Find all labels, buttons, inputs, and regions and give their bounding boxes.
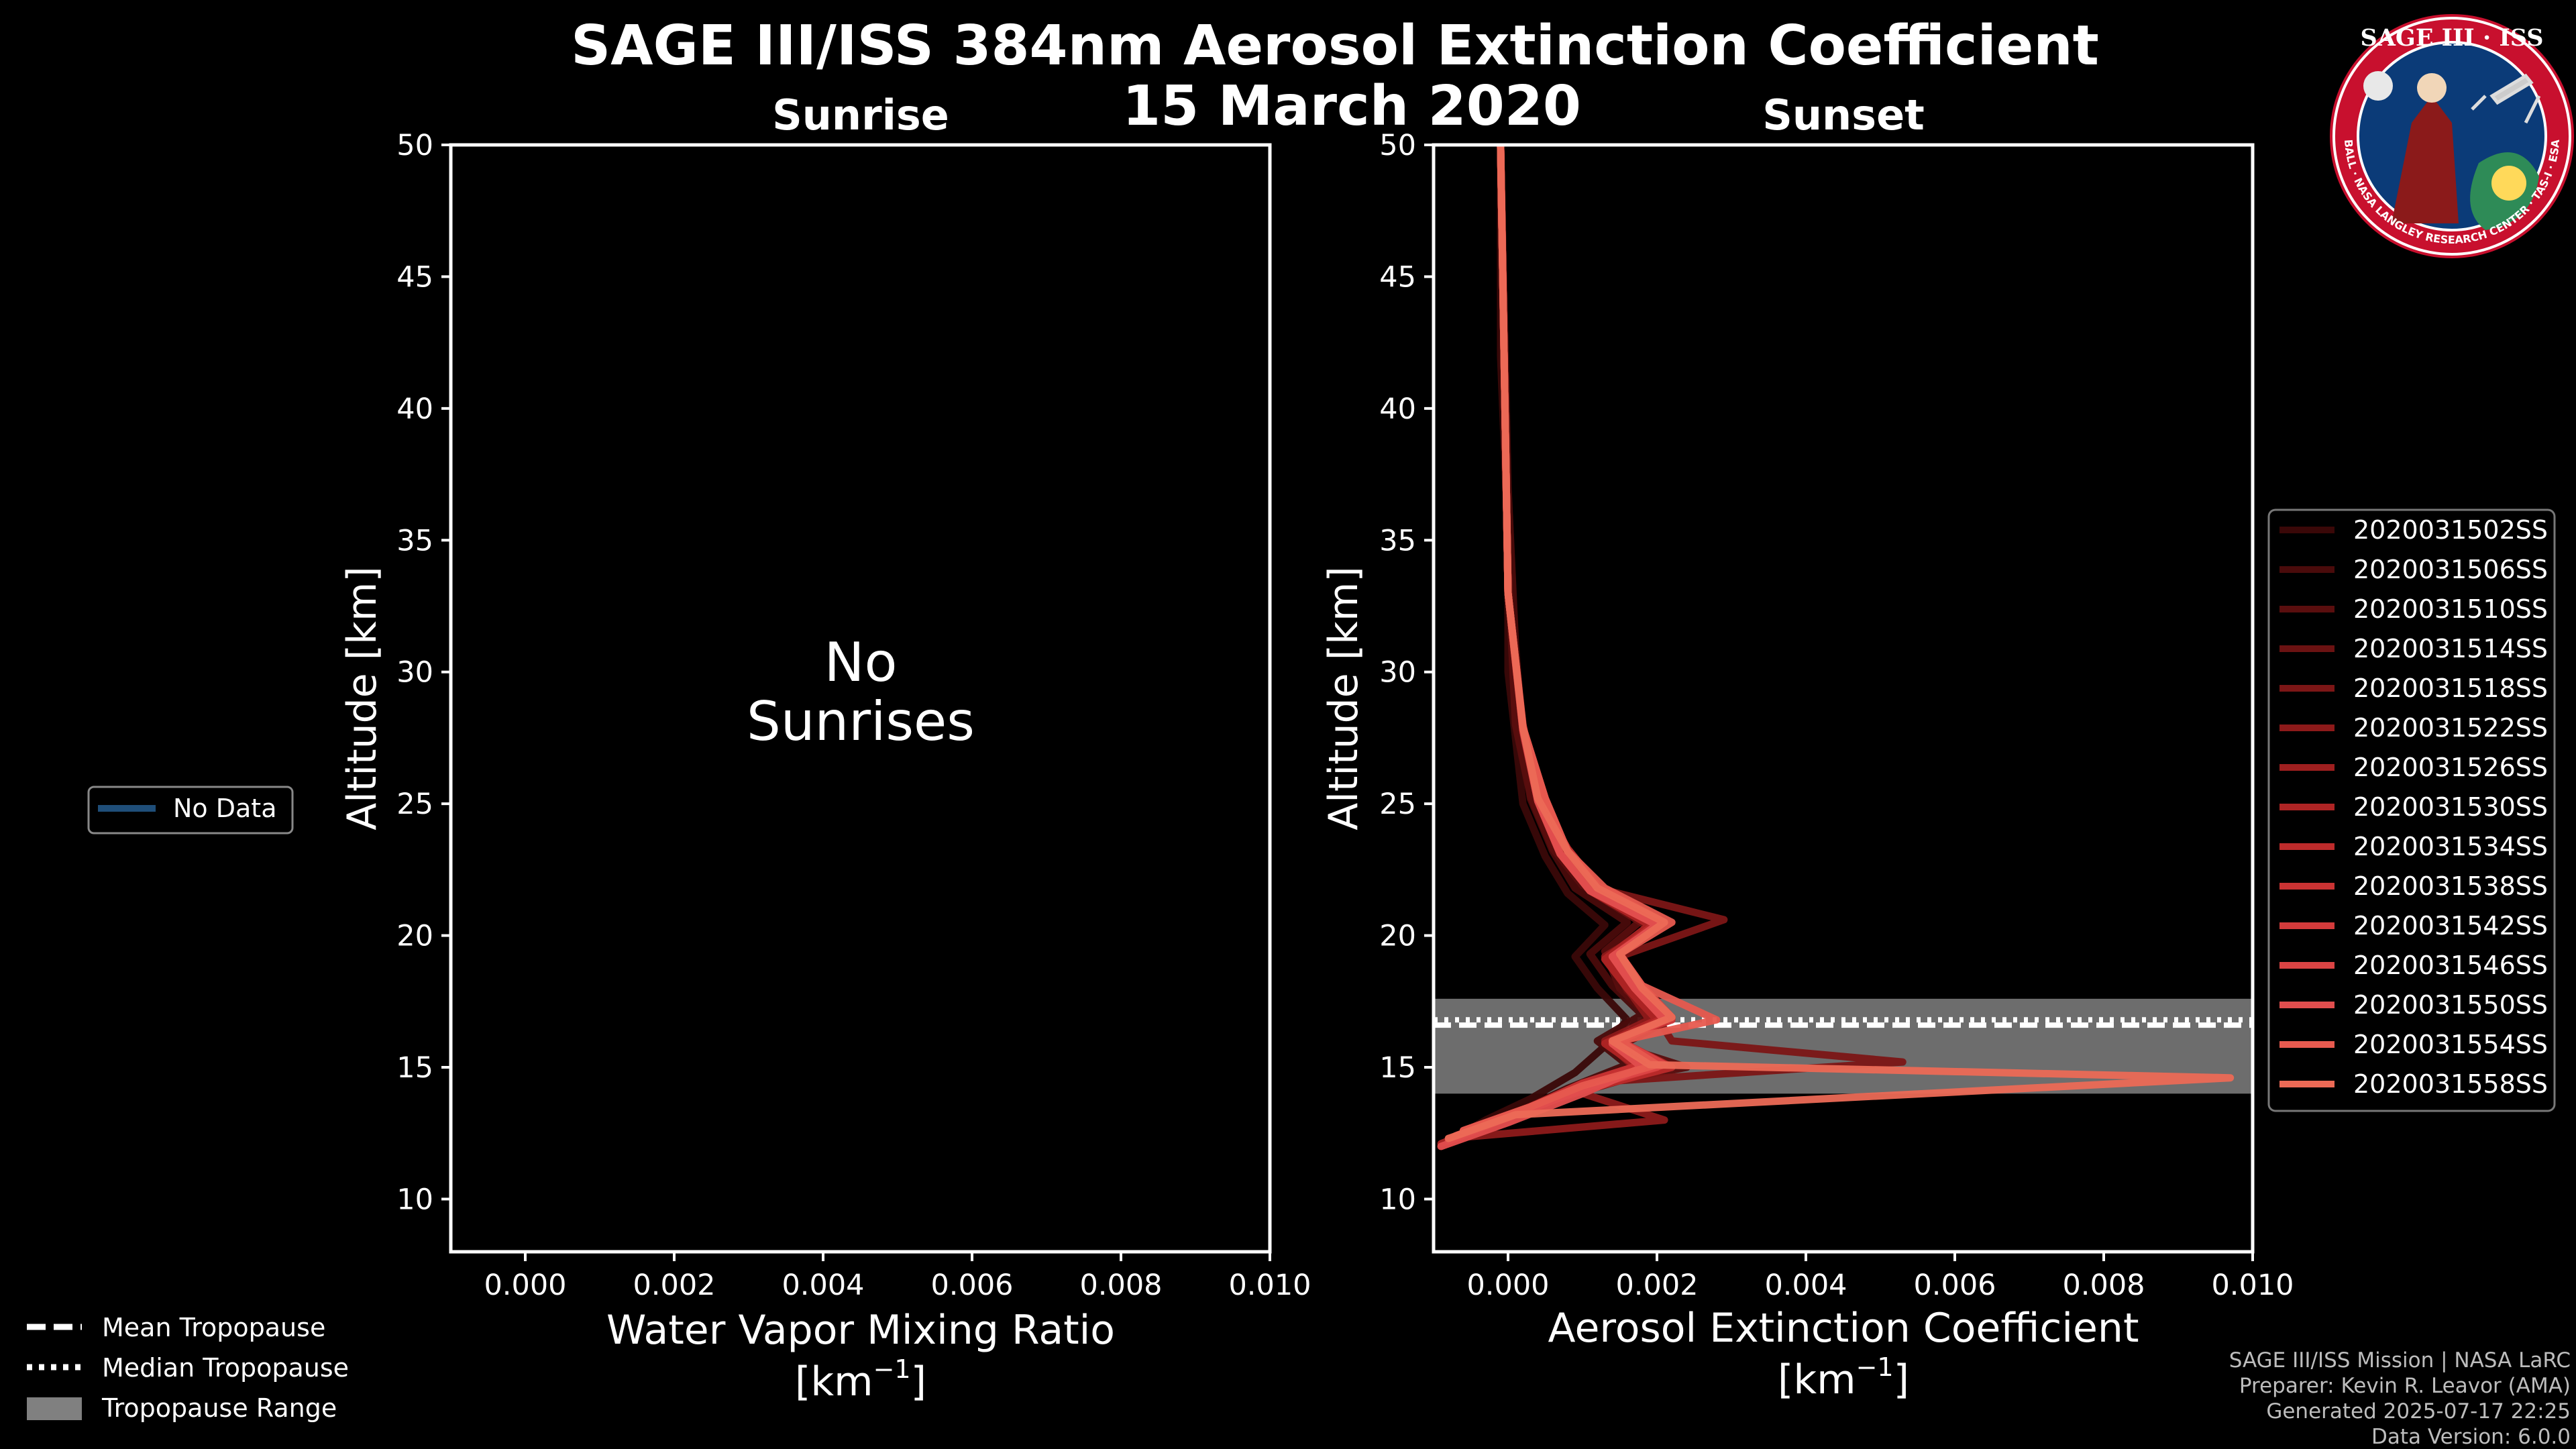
logo-station-icon	[2471, 73, 2541, 124]
sunset-panel: Sunset 0.000 0.002 0.004 0.006 0.008 0.010 10…	[1320, 91, 2294, 1403]
sunset-series	[1437, 145, 2235, 1150]
tropopause-legend: Mean Tropopause Median Tropopause Tropop…	[27, 1313, 349, 1423]
sunset-x-tick-label: 0.008	[2062, 1269, 2145, 1302]
sunset-x-label-line1: Aerosol Extinction Coefficient	[1548, 1305, 2139, 1352]
legend-label-2020031538SS: 2020031538SS	[2353, 871, 2548, 901]
median-tropopause-label: Median Tropopause	[102, 1353, 349, 1383]
no-data-legend-box	[87, 786, 294, 835]
sunset-x-tick-label: 0.002	[1615, 1269, 1698, 1302]
sunrise-title: Sunrise	[772, 91, 949, 140]
sunset-y-tick-label: 20	[1379, 920, 1416, 953]
sunset-y-tick-label: 40	[1379, 392, 1416, 426]
legend-label-2020031550SS: 2020031550SS	[2353, 990, 2548, 1020]
sunrise-x-tick-label: 0.004	[782, 1269, 864, 1302]
series-line-2020031558SS	[1444, 145, 2235, 1142]
sunset-y-tick-label: 50	[1379, 129, 1416, 162]
sunrise-y-tick-label: 30	[396, 656, 433, 690]
sunrise-x-ticks: 0.000 0.002 0.004 0.006 0.008 0.010	[484, 1252, 1311, 1302]
sunrise-y-tick-label: 20	[396, 920, 433, 953]
sunset-x-ticks: 0.000 0.002 0.004 0.006 0.008 0.010	[1466, 1252, 2294, 1302]
sunset-x-label-sup: −1	[1856, 1352, 1894, 1382]
legend-label-2020031526SS: 2020031526SS	[2353, 753, 2548, 782]
no-data-legend: No Data	[87, 786, 294, 835]
legend-label-2020031522SS: 2020031522SS	[2353, 713, 2548, 743]
sunrise-panel: Sunrise 0.000 0.002 0.004 0.006 0.008 0.010 1…	[339, 91, 1311, 1405]
credit-preparer: Preparer: Kevin R. Leavor (AMA)	[2239, 1374, 2571, 1398]
sunrise-x-label-line1: Water Vapor Mixing Ratio	[606, 1307, 1115, 1354]
sunrise-y-tick-label: 15	[396, 1051, 433, 1085]
legend-label-2020031510SS: 2020031510SS	[2353, 594, 2548, 624]
legend-label-2020031534SS: 2020031534SS	[2353, 832, 2548, 861]
sunrise-y-tick-label: 25	[396, 788, 433, 821]
no-sunrises-annotation-line2: Sunrises	[747, 690, 975, 753]
sunrise-x-tick-label: 0.006	[930, 1269, 1013, 1302]
sunrise-x-tick-label: 0.008	[1079, 1269, 1162, 1302]
credit-mission: SAGE III/ISS Mission | NASA LaRC	[2229, 1348, 2571, 1373]
sunrise-y-tick-label: 35	[396, 524, 433, 557]
figure-title-line1: SAGE III/ISS 384nm Aerosol Extinction Co…	[571, 14, 2099, 78]
logo-moon-icon	[2363, 71, 2393, 101]
sunset-x-tick-label: 0.010	[2211, 1269, 2294, 1302]
sunrise-y-tick-label: 50	[396, 129, 433, 162]
sunrise-x-label-line2: [km−1]	[795, 1354, 926, 1405]
sunset-x-tick-label: 0.000	[1466, 1269, 1549, 1302]
sunrise-x-tick-label: 0.010	[1228, 1269, 1311, 1302]
sunrise-plot-frame	[449, 143, 1272, 1254]
series-legend-box	[2267, 508, 2556, 1112]
legend-label-2020031554SS: 2020031554SS	[2353, 1030, 2548, 1059]
sunrise-x-tick-label: 0.002	[633, 1269, 715, 1302]
credit-version: Data Version: 6.0.0	[2371, 1425, 2571, 1449]
tropopause-range-label: Tropopause Range	[101, 1393, 337, 1423]
figure-title-line2: 15 March 2020	[1122, 74, 1581, 138]
sunset-y-tick-label: 35	[1379, 524, 1416, 557]
sunrise-y-label: Altitude [km]	[339, 566, 386, 830]
sunrise-y-tick-label: 10	[396, 1183, 433, 1216]
sunset-y-tick-label: 30	[1379, 656, 1416, 690]
legend-label-2020031546SS: 2020031546SS	[2353, 951, 2548, 980]
sunset-plot-border	[1432, 143, 2255, 1254]
sunset-y-ticks: 10 15 20 25 30 35 40 45 50	[1379, 129, 1434, 1216]
sunset-y-tick-label: 10	[1379, 1183, 1416, 1216]
logo-figure-icon	[2392, 96, 2459, 223]
no-data-legend-label: No Data	[173, 794, 277, 823]
sunset-y-tick-label: 45	[1379, 260, 1416, 294]
credits: SAGE III/ISS Mission | NASA LaRC Prepare…	[2229, 1348, 2571, 1449]
legend-label-2020031514SS: 2020031514SS	[2353, 634, 2548, 663]
sunset-x-tick-label: 0.006	[1913, 1269, 1996, 1302]
sunrise-y-ticks: 10 15 20 25 30 35 40 45 50	[396, 129, 451, 1216]
sunrise-y-tick-label: 45	[396, 260, 433, 294]
logo-title: SAGE III · ISS	[2360, 24, 2543, 52]
sunset-x-label-line2: [km−1]	[1778, 1352, 1909, 1403]
legend-label-2020031542SS: 2020031542SS	[2353, 911, 2548, 941]
mean-tropopause-label: Mean Tropopause	[102, 1313, 325, 1342]
series-legend: 2020031502SS 2020031506SS 2020031510SS 2020…	[2267, 508, 2556, 1112]
legend-label-2020031506SS: 2020031506SS	[2353, 555, 2548, 584]
sunrise-y-tick-label: 40	[396, 392, 433, 426]
sunset-y-tick-label: 25	[1379, 788, 1416, 821]
sunrise-x-label-sup: −1	[873, 1354, 911, 1384]
sunset-y-label: Altitude [km]	[1320, 566, 1367, 830]
sunrise-x-tick-label: 0.000	[484, 1269, 566, 1302]
legend-label-2020031530SS: 2020031530SS	[2353, 792, 2548, 822]
logo-figure-head-icon	[2417, 73, 2447, 103]
sunset-x-tick-label: 0.004	[1764, 1269, 1847, 1302]
tropopause-range-swatch	[27, 1397, 82, 1420]
legend-label-2020031518SS: 2020031518SS	[2353, 674, 2548, 703]
sage-iii-iss-logo: SAGE III · ISS BALL · NASA LANGLEY RESEA…	[2330, 14, 2574, 258]
legend-label-2020031558SS: 2020031558SS	[2353, 1069, 2548, 1099]
no-sunrises-annotation: No	[824, 631, 898, 694]
logo-sun-icon	[2491, 166, 2526, 201]
sunset-title: Sunset	[1762, 91, 1925, 140]
credit-generated: Generated 2025-07-17 22:25	[2266, 1399, 2571, 1424]
sunset-y-tick-label: 15	[1379, 1051, 1416, 1085]
legend-label-2020031502SS: 2020031502SS	[2353, 515, 2548, 545]
